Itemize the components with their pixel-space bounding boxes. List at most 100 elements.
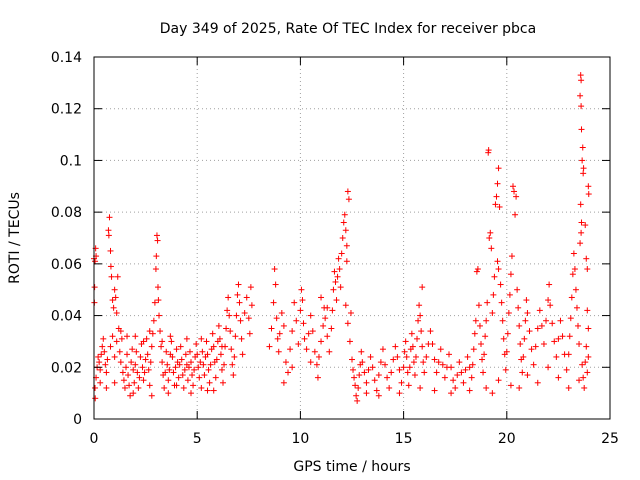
data-point [309,328,316,335]
data-point [320,322,327,329]
data-point [140,377,147,384]
data-point [199,348,206,355]
x-axis-label: GPS time / hours [293,459,410,475]
data-point [493,193,500,200]
data-point [579,144,586,151]
data-point [478,341,484,348]
data-point [513,193,520,200]
data-point [355,384,362,391]
data-point [297,307,304,314]
data-point [379,346,386,353]
data-point [572,286,579,293]
data-point [458,369,465,376]
data-point [490,291,497,298]
data-point [406,364,413,371]
data-point [431,387,438,394]
data-point [557,317,564,324]
data-point [585,353,592,360]
y-tick-label: 0.1 [60,153,82,169]
data-point [460,379,467,386]
data-point [583,343,590,350]
data-point [134,369,141,376]
data-point [162,369,169,376]
data-point [204,351,211,358]
data-point [507,382,514,389]
data-point [585,191,592,198]
data-point [568,294,575,301]
data-point [112,294,119,301]
data-point [570,250,577,257]
data-point [324,333,331,340]
data-point [180,384,187,391]
data-point [462,366,469,373]
data-point [408,330,415,337]
data-point [303,346,310,353]
data-point [126,382,133,389]
data-point [176,361,183,368]
data-point [439,361,446,368]
data-point [278,309,285,316]
data-point [526,328,533,335]
data-point [313,361,320,368]
data-point [125,372,132,379]
data-point [324,304,331,311]
data-point [105,232,112,239]
data-point [213,356,220,363]
data-point [396,390,403,397]
data-point [159,359,166,366]
data-point [410,359,417,366]
data-point [414,335,421,342]
data-point [150,317,157,324]
data-point [523,297,530,304]
data-point [177,343,184,350]
data-point [582,222,589,229]
data-point [536,307,543,314]
data-point [128,359,135,366]
data-point [146,382,153,389]
data-point [203,338,210,345]
data-point [390,356,397,363]
data-point [107,343,114,350]
data-point [396,366,403,373]
data-point [133,348,140,355]
data-point [159,338,166,345]
data-point [435,359,442,366]
data-point [105,227,112,234]
data-point [236,299,243,306]
data-point [98,351,105,358]
data-point [495,165,502,172]
data-point [356,372,363,379]
data-point [394,353,401,360]
data-point [165,377,172,384]
data-point [198,384,205,391]
data-point [580,170,587,177]
data-point [373,387,380,394]
data-point [103,384,110,391]
data-point [275,348,282,355]
data-point [482,333,489,340]
y-tick-labels: 0 0.02 0.04 0.06 0.08 0.1 0.12 0.14 [51,50,82,428]
data-point [577,92,584,99]
data-point [124,351,131,358]
data-point [132,361,139,368]
data-point [339,235,346,241]
data-point [575,322,582,329]
data-point [233,312,240,319]
data-point [329,307,336,314]
data-point [137,353,144,360]
data-point [371,377,378,384]
data-point [479,356,486,363]
data-point [402,338,409,345]
data-point [497,281,504,288]
data-point [524,372,531,379]
data-point [147,359,154,366]
data-point [566,333,573,340]
data-point [122,364,129,371]
data-point [500,335,507,342]
data-point [183,335,190,342]
data-point [113,309,120,316]
data-point [411,372,418,379]
data-point [298,286,305,293]
data-point [359,359,366,366]
